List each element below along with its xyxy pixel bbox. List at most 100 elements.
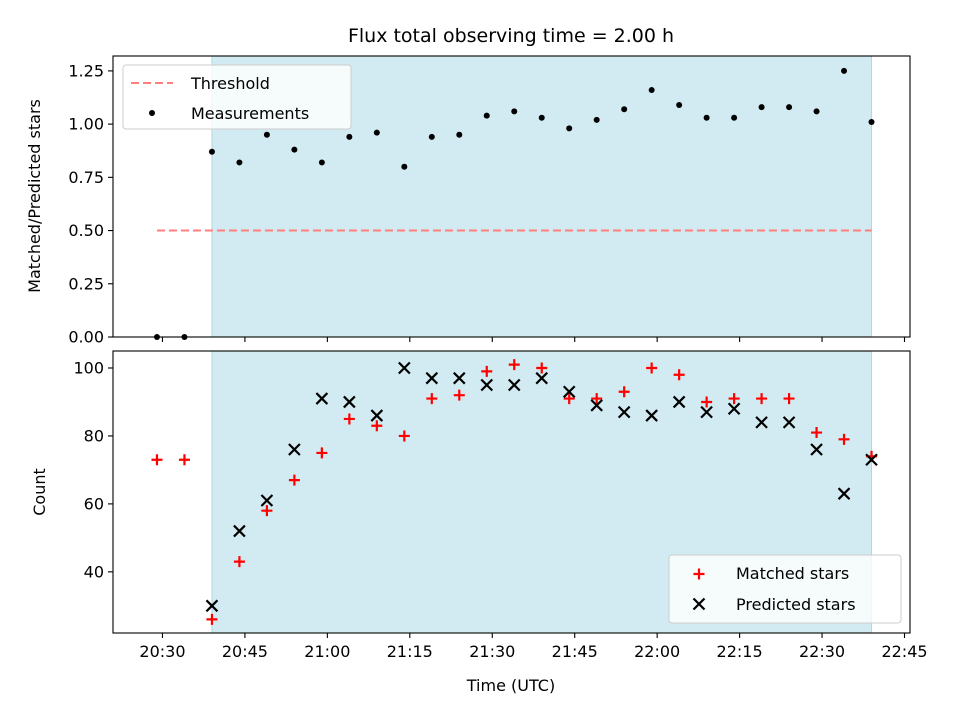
measurements-point <box>456 131 463 138</box>
measurements-point <box>483 112 490 119</box>
matched-stars-point <box>151 454 163 466</box>
matched-stars-point <box>371 420 383 432</box>
measurements-point <box>731 114 738 121</box>
legend-threshold-label: Threshold <box>190 74 270 93</box>
matched-stars-point <box>536 362 548 374</box>
matched-stars-point <box>481 365 493 377</box>
measurements-point <box>841 67 848 74</box>
predicted-stars-point <box>535 371 549 385</box>
x-axis-label: Time (UTC) <box>466 676 555 695</box>
measurements-point <box>648 87 655 94</box>
measurements-point <box>318 159 325 166</box>
legend-predicted-label: Predicted stars <box>736 595 856 614</box>
predicted-stars-point <box>782 416 796 429</box>
bottom-x-tick-label: 21:15 <box>387 642 433 661</box>
measurements-point <box>263 131 270 138</box>
matched-stars-point <box>811 427 823 439</box>
predicted-stars-point <box>398 361 411 375</box>
predicted-stars-point <box>562 385 576 399</box>
matched-stars-point <box>261 505 273 517</box>
matched-stars-point <box>508 359 520 371</box>
bottom-x-tick-label: 22:45 <box>881 642 927 661</box>
bottom-y-tick-label: 60 <box>84 494 104 513</box>
predicted-stars-point <box>260 494 274 507</box>
matched-stars-point <box>756 393 768 405</box>
measurements-point <box>676 101 683 108</box>
top-axes-frame <box>112 55 911 338</box>
legend-matched-label: Matched stars <box>736 564 849 583</box>
predicted-stars-point <box>672 395 686 409</box>
top-y-tick-label: 0.75 <box>68 168 104 187</box>
predicted-stars-point <box>865 453 878 467</box>
measurements-point <box>291 146 298 153</box>
measurements-point <box>236 159 243 166</box>
predicted-stars-point <box>343 395 356 409</box>
legend-measurements-label: Measurements <box>191 104 309 123</box>
matched-stars-point <box>288 474 300 486</box>
predicted-stars-point <box>810 443 823 456</box>
predicted-stars-point <box>453 371 466 385</box>
legend-predicted-swatch-point <box>692 597 706 611</box>
top-y-axis-label: Matched/Predicted stars <box>25 99 44 293</box>
predicted-stars-point <box>727 402 741 416</box>
predicted-stars-point <box>755 416 768 429</box>
bottom-x-tick-label: 21:00 <box>304 642 350 661</box>
predicted-stars-point <box>507 378 521 392</box>
matched-stars-point <box>233 556 245 568</box>
predicted-stars-point <box>700 405 713 419</box>
matched-stars-point <box>316 447 328 459</box>
matched-stars-point <box>453 389 465 401</box>
measurements-point <box>538 114 545 121</box>
matched-stars-point <box>783 393 795 405</box>
top-panel: 0.00 0.25 0.50 0.75 1.00 1.25 Threshold Measure… <box>68 55 911 347</box>
matched-stars-point <box>178 454 190 466</box>
bottom-y-tick-label: 40 <box>84 562 104 581</box>
chart-title: Flux total observing time = 2.00 h <box>348 25 674 47</box>
top-y-tick-label: 0.00 <box>68 328 104 347</box>
bottom-x-tick-label: 21:45 <box>552 642 598 661</box>
measurements-point <box>593 116 600 123</box>
measurements-point <box>373 129 380 136</box>
bottom-legend <box>668 554 902 624</box>
predicted-stars-point <box>288 443 301 456</box>
measurements-point <box>703 114 710 121</box>
bottom-x-tick-label: 22:15 <box>717 642 763 661</box>
matched-stars-point <box>426 393 438 405</box>
matched-stars-point <box>398 430 410 442</box>
bottom-panel: 40 60 80 100 20:30 20:45 21:00 21:15 21:30 21:45 2… <box>73 350 928 661</box>
matched-stars-point <box>591 393 603 405</box>
measurements-point <box>758 104 765 111</box>
matched-stars-point <box>673 369 685 381</box>
top-legend <box>122 64 352 130</box>
bottom-y-tick-label: 100 <box>73 358 104 377</box>
measurements-point <box>208 148 215 155</box>
measurements-point <box>511 108 518 115</box>
predicted-stars-point <box>590 399 603 412</box>
matched-stars-point <box>728 393 740 405</box>
measurements-point <box>346 133 353 140</box>
predicted-stars-point <box>480 378 494 392</box>
predicted-stars-point <box>617 405 631 419</box>
measurements-point <box>566 125 573 132</box>
matched-stars-point <box>618 386 630 398</box>
predicted-stars-point <box>370 409 384 422</box>
bottom-x-tick-label: 22:30 <box>799 642 845 661</box>
bottom-axes-frame <box>112 350 911 634</box>
matched-stars-point <box>206 613 218 625</box>
matched-stars-point <box>343 413 355 425</box>
matched-stars-point <box>838 433 850 445</box>
measurements-point <box>401 163 408 170</box>
bottom-x-tick-label: 21:30 <box>469 642 515 661</box>
legend-measurements-swatch <box>149 110 155 116</box>
predicted-stars-point <box>315 392 329 405</box>
top-y-tick-label: 1.25 <box>68 61 104 80</box>
predicted-stars-point <box>645 409 658 422</box>
predicted-stars-point <box>233 524 246 538</box>
measurements-point <box>786 104 793 111</box>
top-y-tick-label: 0.25 <box>68 274 104 293</box>
predicted-stars-point <box>205 599 219 613</box>
bottom-y-tick-label: 80 <box>84 426 104 445</box>
measurements-point <box>868 118 875 125</box>
predicted-stars-point <box>425 371 439 385</box>
bottom-x-tick-label: 20:30 <box>139 642 185 661</box>
